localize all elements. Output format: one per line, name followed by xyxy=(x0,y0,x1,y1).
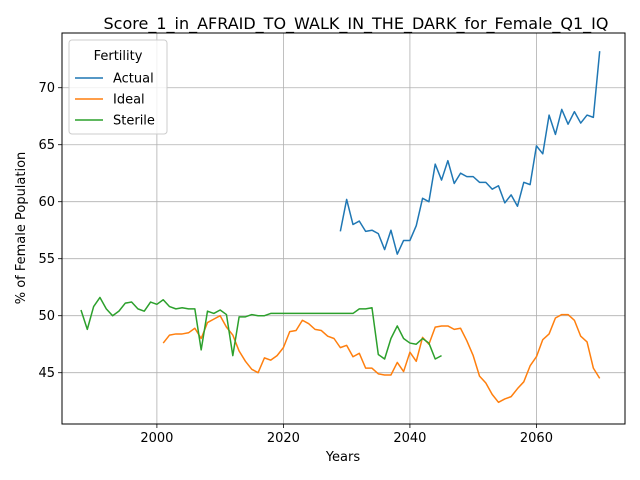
x-axis-label: Years xyxy=(325,450,361,465)
legend-label-ideal: Ideal xyxy=(113,93,145,108)
y-axis-ticks: 45 50 55 60 65 70 xyxy=(38,81,62,381)
x-axis-ticks: 2000 2020 2040 2060 xyxy=(140,424,553,446)
plot-frame xyxy=(61,32,626,425)
y-tick-label: 70 xyxy=(38,81,55,96)
legend-label-sterile: Sterile xyxy=(113,114,155,129)
y-tick-label: 50 xyxy=(38,309,55,324)
x-tick-label: 2020 xyxy=(267,431,300,446)
y-tick-label: 55 xyxy=(38,252,55,267)
chart-title: Score_1_in_AFRAID_TO_WALK_IN_THE_DARK_fo… xyxy=(104,14,609,34)
series-line-ideal xyxy=(162,313,601,404)
y-tick-label: 60 xyxy=(38,195,55,210)
series-line-actual xyxy=(339,51,601,255)
series-layer xyxy=(80,51,601,404)
x-tick-label: 2040 xyxy=(393,431,426,446)
grid-lines xyxy=(62,33,625,424)
legend-label-actual: Actual xyxy=(113,72,154,87)
y-tick-label: 45 xyxy=(38,366,55,381)
y-axis-label: % of Female Population xyxy=(14,152,29,305)
x-tick-label: 2060 xyxy=(520,431,553,446)
legend: Fertility Actual Ideal Sterile xyxy=(68,39,168,135)
legend-title: Fertility xyxy=(94,49,143,64)
series-line-sterile xyxy=(80,296,442,360)
plot-area xyxy=(61,32,626,425)
x-tick-label: 2000 xyxy=(140,431,173,446)
legend-box xyxy=(68,39,168,135)
y-tick-label: 65 xyxy=(38,138,55,153)
